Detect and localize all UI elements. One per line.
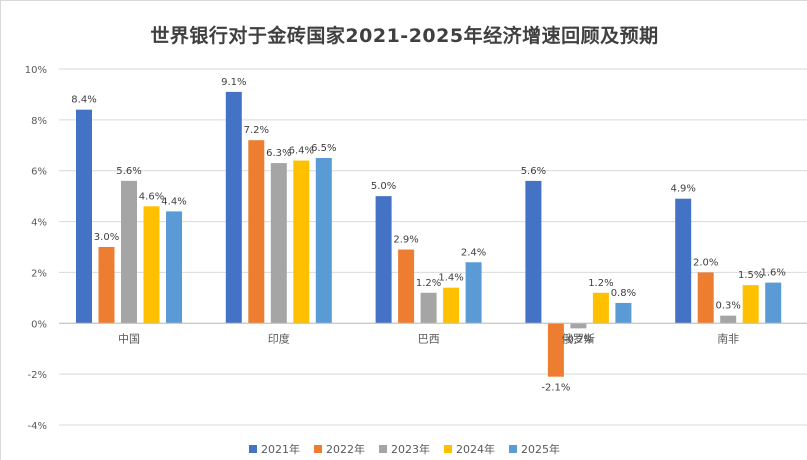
data-label: 7.2% [244,125,269,136]
data-label: 5.0% [371,181,396,192]
data-label: -0.2% [564,334,593,345]
legend-item: 2025年 [509,441,560,457]
bar [720,315,737,324]
bar [248,140,265,324]
bar [76,109,92,324]
legend-label: 2025年 [521,443,560,456]
data-label: 5.6% [116,166,141,177]
legend-label: 2024年 [456,443,495,456]
data-label: 6.5% [311,143,336,154]
bar [315,158,332,324]
bar [143,206,160,324]
y-tick-label: 0% [31,319,47,330]
bar [398,249,415,324]
bar [420,292,437,324]
chart-legend: 2021年 2022年 2023年 2024年 2025年 [1,441,807,457]
y-tick-label: 8% [31,116,47,127]
category-label: 南非 [717,332,739,345]
data-label: 5.6% [521,166,546,177]
bar-chart: -4% -2% 0% 2% 4% 6% 8% 10% 8.4% 3.0% 5.6% 4.6%4.4% 中… [25,65,807,432]
category-label: 中国 [118,332,140,345]
data-label: 8.4% [71,95,96,106]
data-label: 4.9% [670,184,695,195]
data-label: 9.1% [221,77,246,88]
legend-swatch [379,445,387,453]
bar [675,198,692,324]
legend-item: 2022年 [314,441,365,457]
data-label: 6.3% [266,148,291,159]
legend-swatch [444,445,452,453]
data-label: 4.4% [161,196,186,207]
bar [570,323,587,329]
bar [547,323,564,377]
y-tick-label: -2% [28,370,47,381]
data-label: 3.0% [94,232,119,243]
legend-swatch [314,445,322,453]
data-label: 1.2% [588,278,613,289]
data-label: 4.6% [139,191,164,202]
legend-item: 2023年 [379,441,430,457]
legend-item: 2024年 [444,441,495,457]
legend-item: 2021年 [249,441,300,457]
bar [375,196,392,324]
y-tick-label: 6% [31,167,47,178]
y-tick-label: 4% [31,218,47,229]
data-label: 2.9% [393,235,418,246]
legend-label: 2023年 [391,443,430,456]
bar [443,287,460,324]
data-label: 2.4% [461,247,486,258]
data-label: 0.3% [715,301,740,312]
data-label: 1.4% [438,273,463,284]
bar [121,180,137,324]
bar [166,211,182,324]
category-label: 印度 [268,331,290,345]
bar [697,272,714,324]
legend-label: 2021年 [261,443,300,456]
legend-swatch [509,445,517,453]
bar [270,163,287,324]
bar [525,180,542,324]
legend-label: 2022年 [326,443,365,456]
y-tick-label: -4% [28,421,47,432]
chart-title: 世界银行对于金砖国家2021-2025年经济增速回顾及预期 [150,25,659,47]
data-label: 1.6% [760,268,785,279]
bar [293,160,310,324]
category-label: 巴西 [418,332,440,345]
bar [592,292,609,324]
bar [98,247,115,324]
bar [615,302,632,324]
bar [742,285,759,324]
bar [225,91,242,324]
data-label: 0.8% [611,288,636,299]
legend-swatch [249,445,257,453]
y-tick-label: 10% [25,65,47,76]
data-label: -2.1% [541,383,570,394]
bar [465,262,482,324]
data-label: 6.4% [289,146,314,157]
category-label: 俄罗斯 [562,332,595,345]
bar [765,282,782,324]
data-label: 1.2% [416,278,441,289]
y-tick-label: 2% [31,268,47,279]
data-label: 1.5% [738,270,763,281]
data-label: 2.0% [693,257,718,268]
